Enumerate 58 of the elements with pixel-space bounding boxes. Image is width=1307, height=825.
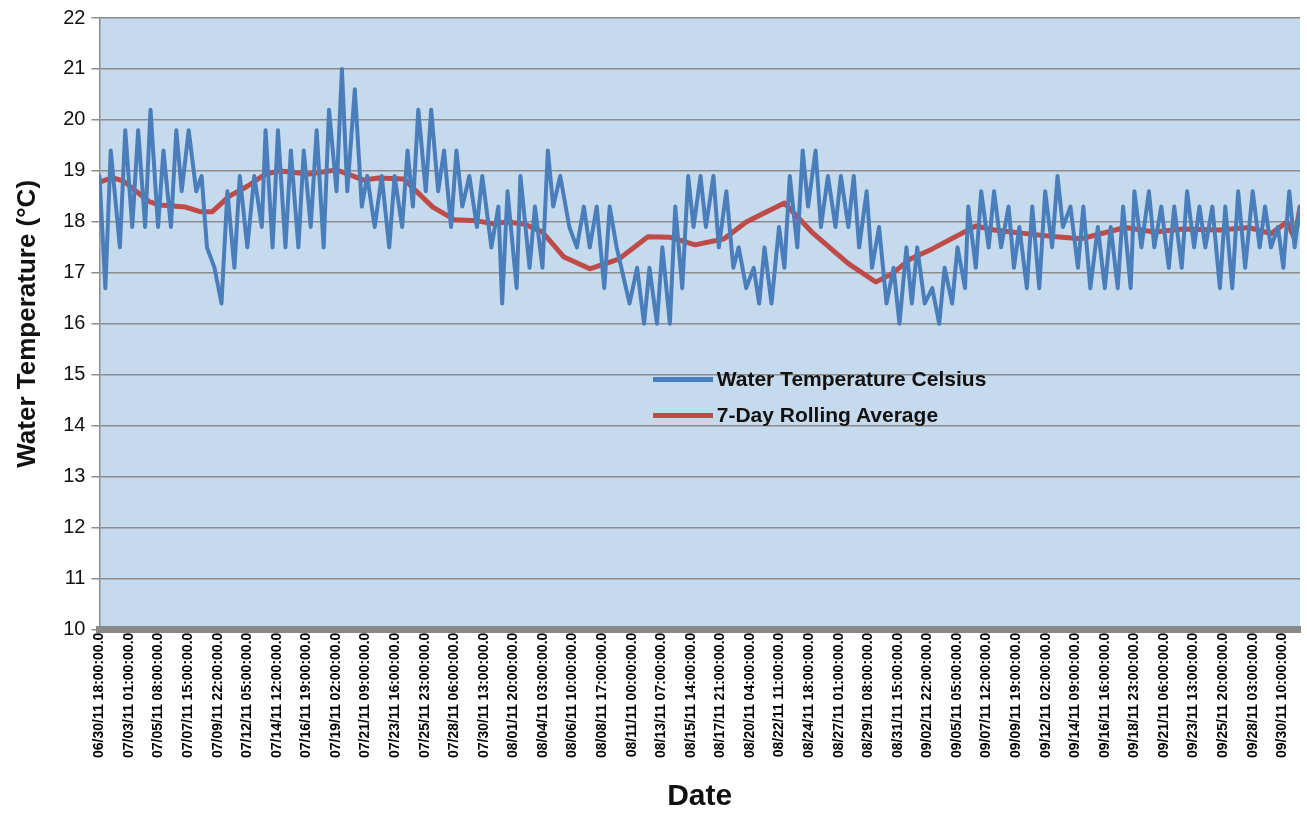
x-tick-label: 07/23/11 16:00:00.0 <box>386 632 403 759</box>
y-tick-label: 14 <box>63 413 86 436</box>
y-tick-label: 12 <box>63 515 86 538</box>
y-tick-label: 20 <box>63 107 86 130</box>
x-tick-label: 08/04/11 03:00:00.0 <box>533 632 550 759</box>
y-tick-label: 21 <box>63 56 86 79</box>
x-tick-label: 09/30/11 10:00:00.0 <box>1273 632 1290 759</box>
x-tick-label: 07/28/11 06:00:00.0 <box>445 632 462 759</box>
y-tick-label: 13 <box>63 464 86 487</box>
x-tick-label: 07/16/11 19:00:00.0 <box>297 632 314 759</box>
y-tick-label: 17 <box>63 260 86 283</box>
y-tick-label: 16 <box>63 311 86 334</box>
x-tick-label: 08/20/11 04:00:00.0 <box>740 632 757 759</box>
x-tick-label: 09/18/11 23:00:00.0 <box>1125 632 1142 759</box>
x-tick-label: 08/08/11 17:00:00.0 <box>593 632 609 759</box>
x-tick-label: 08/31/11 15:00:00.0 <box>888 632 905 759</box>
x-tick-label: 09/16/11 16:00:00.0 <box>1095 632 1112 759</box>
y-tick-label: 22 <box>63 5 86 28</box>
x-tick-label: 08/11/11 00:00:00.0 <box>622 632 639 758</box>
x-tick-label: 07/09/11 22:00:00.0 <box>208 632 225 759</box>
x-tick-label: 07/07/11 15:00:00.0 <box>179 632 196 759</box>
x-tick-label: 07/12/11 05:00:00.0 <box>238 632 255 759</box>
legend-label: 7-Day Rolling Average <box>716 403 939 428</box>
x-tick-label: 08/13/11 07:00:00.0 <box>652 632 669 759</box>
x-tick-label: 08/15/11 14:00:00.0 <box>681 632 698 759</box>
x-tick-label: 08/06/11 10:00:00.0 <box>563 632 580 759</box>
x-axis-title: Date <box>667 778 733 812</box>
x-tick-label: 09/09/11 19:00:00.0 <box>1006 632 1023 759</box>
x-tick-label: 09/21/11 06:00:00.0 <box>1154 632 1171 759</box>
x-tick-label: 09/14/11 09:00:00.0 <box>1066 632 1083 759</box>
x-tick-label: 08/01/11 20:00:00.0 <box>504 632 521 759</box>
x-tick-label: 09/12/11 02:00:00.0 <box>1036 632 1053 759</box>
x-tick-label: 09/25/11 20:00:00.0 <box>1213 632 1230 759</box>
x-tick-label: 08/29/11 08:00:00.0 <box>859 632 876 759</box>
x-tick-label: 09/05/11 05:00:00.0 <box>947 632 964 759</box>
x-tick-label: 07/14/11 12:00:00.0 <box>267 632 284 759</box>
x-tick-label: 09/07/11 12:00:00.0 <box>977 632 994 759</box>
x-tick-label: 09/23/11 13:00:00.0 <box>1184 632 1201 759</box>
x-tick-label: 07/30/11 13:00:00.0 <box>474 632 491 759</box>
x-tick-label: 07/21/11 09:00:00.0 <box>356 632 373 759</box>
y-tick-label: 11 <box>64 566 86 589</box>
x-tick-label: 07/05/11 08:00:00.0 <box>149 632 166 759</box>
y-tick-label: 10 <box>63 617 86 640</box>
x-tick-label: 08/17/11 21:00:00.0 <box>711 632 728 759</box>
x-tick-label: 07/03/11 01:00:00.0 <box>119 632 136 759</box>
legend-label: Water Temperature Celsius <box>716 367 987 392</box>
y-tick-label: 18 <box>63 209 86 232</box>
y-axis-title: Water Temperature (°C) <box>10 179 41 468</box>
x-tick-label: 07/19/11 02:00:00.0 <box>326 632 343 759</box>
x-tick-label: 08/24/11 18:00:00.0 <box>799 632 816 759</box>
x-tick-label: 09/28/11 03:00:00.0 <box>1243 632 1260 759</box>
x-tick-label: 08/22/11 11:00:00.0 <box>770 632 787 758</box>
x-tick-label: 08/27/11 01:00:00.0 <box>829 632 846 759</box>
y-tick-label: 15 <box>63 362 86 385</box>
y-tick-label: 19 <box>63 158 86 181</box>
x-tick-label: 06/30/11 18:00:00.0 <box>90 632 107 759</box>
x-tick-label: 07/25/11 23:00:00.0 <box>415 632 432 759</box>
x-tick-label: 09/02/11 22:00:00.0 <box>918 632 935 759</box>
